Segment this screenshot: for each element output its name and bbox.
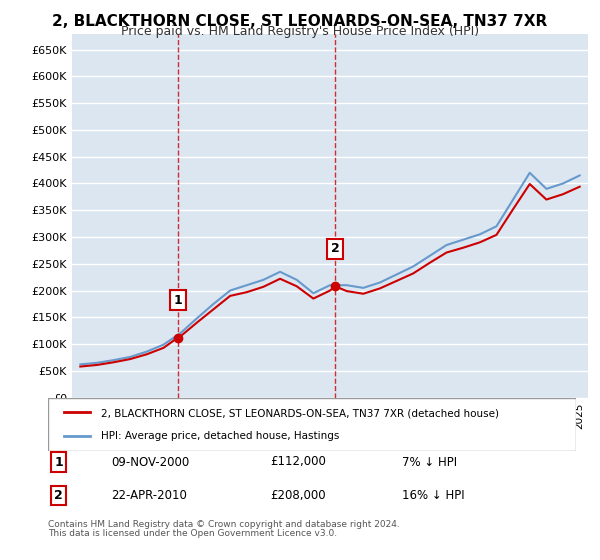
HPI: Average price, detached house, Hastings: (2e+03, 7e+04): Average price, detached house, Hastings:… xyxy=(110,357,117,363)
Text: 09-NOV-2000: 09-NOV-2000 xyxy=(112,455,190,469)
Text: 1: 1 xyxy=(173,293,182,307)
HPI: Average price, detached house, Hastings: (2e+03, 6.2e+04): Average price, detached house, Hastings:… xyxy=(77,361,84,368)
2, BLACKTHORN CLOSE, ST LEONARDS-ON-SEA, TN37 7XR (detached house) xyxy=(277,276,284,282)
Text: Contains HM Land Registry data © Crown copyright and database right 2024.: Contains HM Land Registry data © Crown c… xyxy=(48,520,400,529)
Text: 16% ↓ HPI: 16% ↓ HPI xyxy=(402,489,464,502)
2, BLACKTHORN CLOSE, ST LEONARDS-ON-SEA, TN37 7XR (detached house) xyxy=(193,319,200,326)
HPI: Average price, detached house, Hastings: (2e+03, 6.5e+04): Average price, detached house, Hastings:… xyxy=(94,360,101,366)
HPI: Average price, detached house, Hastings: (2e+03, 8.6e+04): Average price, detached house, Hastings:… xyxy=(143,348,151,355)
Text: 2: 2 xyxy=(331,242,340,255)
2, BLACKTHORN CLOSE, ST LEONARDS-ON-SEA, TN37 7XR (detached house) xyxy=(443,249,450,256)
HPI: Average price, detached house, Hastings: (2.01e+03, 2.15e+05): Average price, detached house, Hastings:… xyxy=(376,279,383,286)
2, BLACKTHORN CLOSE, ST LEONARDS-ON-SEA, TN37 7XR (detached house) xyxy=(543,196,550,203)
HPI: Average price, detached house, Hastings: (2.01e+03, 2.05e+05): Average price, detached house, Hastings:… xyxy=(359,284,367,291)
2, BLACKTHORN CLOSE, ST LEONARDS-ON-SEA, TN37 7XR (detached house) xyxy=(376,285,383,292)
Text: 2: 2 xyxy=(54,489,63,502)
Text: HPI: Average price, detached house, Hastings: HPI: Average price, detached house, Hast… xyxy=(101,431,339,441)
2, BLACKTHORN CLOSE, ST LEONARDS-ON-SEA, TN37 7XR (detached house) xyxy=(260,283,267,290)
HPI: Average price, detached house, Hastings: (2.02e+03, 2.85e+05): Average price, detached house, Hastings:… xyxy=(443,242,450,249)
HPI: Average price, detached house, Hastings: (2.01e+03, 2.3e+05): Average price, detached house, Hastings:… xyxy=(393,271,400,278)
HPI: Average price, detached house, Hastings: (2.01e+03, 2.1e+05): Average price, detached house, Hastings:… xyxy=(343,282,350,288)
HPI: Average price, detached house, Hastings: (2.01e+03, 2.2e+05): Average price, detached house, Hastings:… xyxy=(260,277,267,283)
HPI: Average price, detached house, Hastings: (2e+03, 2e+05): Average price, detached house, Hastings:… xyxy=(227,287,234,294)
2, BLACKTHORN CLOSE, ST LEONARDS-ON-SEA, TN37 7XR (detached house) xyxy=(460,244,467,251)
HPI: Average price, detached house, Hastings: (2.02e+03, 2.95e+05): Average price, detached house, Hastings:… xyxy=(460,236,467,243)
2, BLACKTHORN CLOSE, ST LEONARDS-ON-SEA, TN37 7XR (detached house) xyxy=(343,288,350,295)
HPI: Average price, detached house, Hastings: (2e+03, 7.6e+04): Average price, detached house, Hastings:… xyxy=(127,353,134,360)
2, BLACKTHORN CLOSE, ST LEONARDS-ON-SEA, TN37 7XR (detached house) xyxy=(227,292,234,299)
HPI: Average price, detached house, Hastings: (2.01e+03, 1.95e+05): Average price, detached house, Hastings:… xyxy=(310,290,317,297)
HPI: Average price, detached house, Hastings: (2.02e+03, 2.45e+05): Average price, detached house, Hastings:… xyxy=(410,263,417,270)
Line: 2, BLACKTHORN CLOSE, ST LEONARDS-ON-SEA, TN37 7XR (detached house): 2, BLACKTHORN CLOSE, ST LEONARDS-ON-SEA,… xyxy=(80,184,580,367)
Text: 1: 1 xyxy=(54,455,63,469)
FancyBboxPatch shape xyxy=(48,398,576,451)
2, BLACKTHORN CLOSE, ST LEONARDS-ON-SEA, TN37 7XR (detached house) xyxy=(127,356,134,362)
2, BLACKTHORN CLOSE, ST LEONARDS-ON-SEA, TN37 7XR (detached house) xyxy=(110,359,117,366)
2, BLACKTHORN CLOSE, ST LEONARDS-ON-SEA, TN37 7XR (detached house) xyxy=(493,231,500,238)
HPI: Average price, detached house, Hastings: (2.02e+03, 3.2e+05): Average price, detached house, Hastings:… xyxy=(493,223,500,230)
2, BLACKTHORN CLOSE, ST LEONARDS-ON-SEA, TN37 7XR (detached house) xyxy=(509,206,517,213)
2, BLACKTHORN CLOSE, ST LEONARDS-ON-SEA, TN37 7XR (detached house) xyxy=(332,283,339,290)
HPI: Average price, detached house, Hastings: (2.02e+03, 4e+05): Average price, detached house, Hastings:… xyxy=(559,180,566,187)
HPI: Average price, detached house, Hastings: (2e+03, 9.9e+04): Average price, detached house, Hastings:… xyxy=(160,341,167,348)
2, BLACKTHORN CLOSE, ST LEONARDS-ON-SEA, TN37 7XR (detached house) xyxy=(359,291,367,297)
HPI: Average price, detached house, Hastings: (2e+03, 1.48e+05): Average price, detached house, Hastings:… xyxy=(193,315,200,322)
HPI: Average price, detached house, Hastings: (2.02e+03, 3.7e+05): Average price, detached house, Hastings:… xyxy=(509,196,517,203)
Text: 2, BLACKTHORN CLOSE, ST LEONARDS-ON-SEA, TN37 7XR: 2, BLACKTHORN CLOSE, ST LEONARDS-ON-SEA,… xyxy=(52,14,548,29)
2, BLACKTHORN CLOSE, ST LEONARDS-ON-SEA, TN37 7XR (detached house) xyxy=(410,270,417,277)
2, BLACKTHORN CLOSE, ST LEONARDS-ON-SEA, TN37 7XR (detached house) xyxy=(160,344,167,351)
HPI: Average price, detached house, Hastings: (2.02e+03, 4.2e+05): Average price, detached house, Hastings:… xyxy=(526,170,533,176)
2, BLACKTHORN CLOSE, ST LEONARDS-ON-SEA, TN37 7XR (detached house) xyxy=(476,239,484,246)
2, BLACKTHORN CLOSE, ST LEONARDS-ON-SEA, TN37 7XR (detached house) xyxy=(559,191,566,198)
HPI: Average price, detached house, Hastings: (2.02e+03, 2.65e+05): Average price, detached house, Hastings:… xyxy=(426,253,433,259)
2, BLACKTHORN CLOSE, ST LEONARDS-ON-SEA, TN37 7XR (detached house) xyxy=(326,287,334,294)
HPI: Average price, detached house, Hastings: (2e+03, 2.1e+05): Average price, detached house, Hastings:… xyxy=(243,282,250,288)
HPI: Average price, detached house, Hastings: (2.02e+03, 3.05e+05): Average price, detached house, Hastings:… xyxy=(476,231,484,237)
Text: £208,000: £208,000 xyxy=(270,489,325,502)
2, BLACKTHORN CLOSE, ST LEONARDS-ON-SEA, TN37 7XR (detached house) xyxy=(310,295,317,302)
Text: £112,000: £112,000 xyxy=(270,455,326,469)
2, BLACKTHORN CLOSE, ST LEONARDS-ON-SEA, TN37 7XR (detached house) xyxy=(293,283,301,290)
2, BLACKTHORN CLOSE, ST LEONARDS-ON-SEA, TN37 7XR (detached house) xyxy=(210,306,217,312)
2, BLACKTHORN CLOSE, ST LEONARDS-ON-SEA, TN37 7XR (detached house) xyxy=(143,351,151,358)
HPI: Average price, detached house, Hastings: (2.01e+03, 2.35e+05): Average price, detached house, Hastings:… xyxy=(277,268,284,275)
Text: Price paid vs. HM Land Registry's House Price Index (HPI): Price paid vs. HM Land Registry's House … xyxy=(121,25,479,38)
Line: HPI: Average price, detached house, Hastings: HPI: Average price, detached house, Hast… xyxy=(80,173,580,365)
2, BLACKTHORN CLOSE, ST LEONARDS-ON-SEA, TN37 7XR (detached house) xyxy=(426,259,433,266)
2, BLACKTHORN CLOSE, ST LEONARDS-ON-SEA, TN37 7XR (detached house) xyxy=(243,289,250,296)
Text: 7% ↓ HPI: 7% ↓ HPI xyxy=(402,455,457,469)
2, BLACKTHORN CLOSE, ST LEONARDS-ON-SEA, TN37 7XR (detached house) xyxy=(526,181,533,188)
2, BLACKTHORN CLOSE, ST LEONARDS-ON-SEA, TN37 7XR (detached house) xyxy=(174,334,181,341)
2, BLACKTHORN CLOSE, ST LEONARDS-ON-SEA, TN37 7XR (detached house) xyxy=(393,278,400,284)
2, BLACKTHORN CLOSE, ST LEONARDS-ON-SEA, TN37 7XR (detached house) xyxy=(77,363,84,370)
HPI: Average price, detached house, Hastings: (2e+03, 1.2e+05): Average price, detached house, Hastings:… xyxy=(176,330,184,337)
HPI: Average price, detached house, Hastings: (2e+03, 1.75e+05): Average price, detached house, Hastings:… xyxy=(210,301,217,307)
Text: This data is licensed under the Open Government Licence v3.0.: This data is licensed under the Open Gov… xyxy=(48,529,337,538)
Text: 22-APR-2010: 22-APR-2010 xyxy=(112,489,187,502)
HPI: Average price, detached house, Hastings: (2.02e+03, 4.15e+05): Average price, detached house, Hastings:… xyxy=(576,172,583,179)
Text: 2, BLACKTHORN CLOSE, ST LEONARDS-ON-SEA, TN37 7XR (detached house): 2, BLACKTHORN CLOSE, ST LEONARDS-ON-SEA,… xyxy=(101,409,499,418)
HPI: Average price, detached house, Hastings: (2.01e+03, 2.2e+05): Average price, detached house, Hastings:… xyxy=(293,277,301,283)
2, BLACKTHORN CLOSE, ST LEONARDS-ON-SEA, TN37 7XR (detached house) xyxy=(576,183,583,190)
HPI: Average price, detached house, Hastings: (2.01e+03, 2.1e+05): Average price, detached house, Hastings:… xyxy=(326,282,334,288)
HPI: Average price, detached house, Hastings: (2.02e+03, 3.9e+05): Average price, detached house, Hastings:… xyxy=(543,185,550,192)
2, BLACKTHORN CLOSE, ST LEONARDS-ON-SEA, TN37 7XR (detached house) xyxy=(94,362,101,368)
2, BLACKTHORN CLOSE, ST LEONARDS-ON-SEA, TN37 7XR (detached house) xyxy=(176,333,184,340)
